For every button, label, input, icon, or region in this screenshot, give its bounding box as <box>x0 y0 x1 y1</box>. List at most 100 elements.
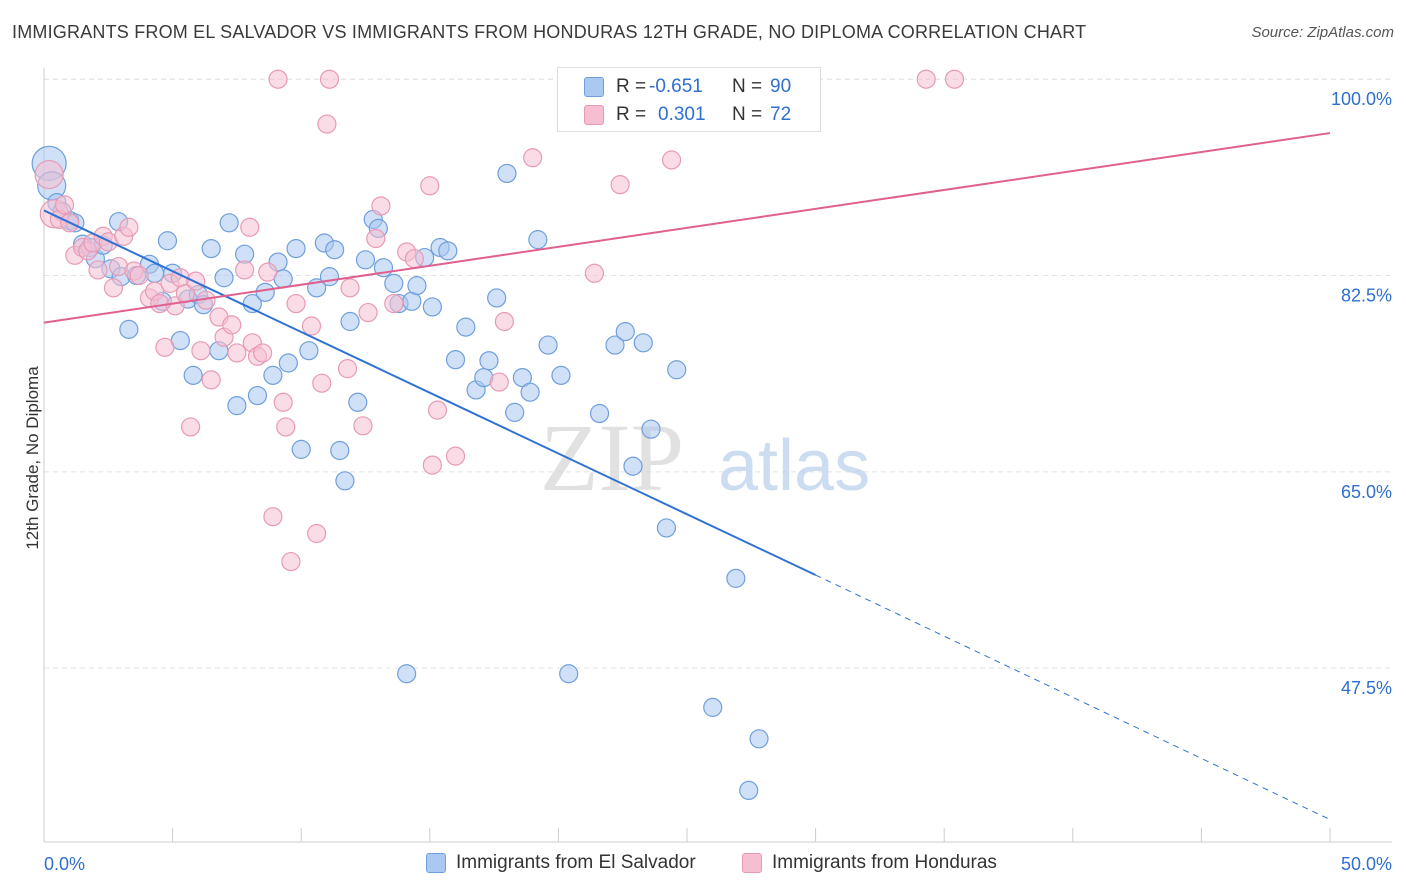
legend-label-honduras: Immigrants from Honduras <box>772 852 997 873</box>
point-honduras <box>88 260 108 280</box>
point-el-salvador <box>183 365 203 385</box>
n-value: 90 <box>770 76 792 97</box>
point-honduras <box>286 293 306 314</box>
point-honduras <box>307 523 327 544</box>
point-el-salvador <box>291 439 311 459</box>
point-honduras <box>263 507 283 527</box>
point-honduras <box>155 337 175 357</box>
n-label: N = <box>732 104 763 125</box>
point-el-salvador <box>335 471 355 491</box>
chart-title: IMMIGRANTS FROM EL SALVADOR VS IMMIGRANT… <box>12 22 1087 42</box>
point-el-salvador <box>551 365 571 385</box>
point-honduras <box>119 217 139 237</box>
point-el-salvador <box>219 213 239 233</box>
point-honduras <box>584 263 605 283</box>
y-tick-label: 47.5% <box>1341 678 1392 698</box>
point-el-salvador <box>299 341 319 361</box>
point-el-salvador <box>330 440 350 461</box>
point-el-salvador <box>456 317 476 337</box>
y-tick-label: 65.0% <box>1341 482 1392 502</box>
y-tick-label: 82.5% <box>1341 286 1392 306</box>
point-honduras <box>371 196 391 216</box>
watermark: ZIP atlas <box>540 404 870 511</box>
point-el-salvador <box>479 351 499 371</box>
point-el-salvador <box>325 240 345 260</box>
point-honduras <box>165 296 185 316</box>
watermark-zip: ZIP <box>540 404 684 511</box>
trend-line-honduras <box>43 132 1331 324</box>
stats-row-honduras: R = 0.301 N = 72 <box>558 100 820 130</box>
point-el-salvador <box>633 333 653 353</box>
legend-item-el-salvador[interactable]: Immigrants from El Salvador <box>426 852 696 874</box>
source-label: Source: ZipAtlas.com <box>1251 24 1394 41</box>
point-el-salvador <box>641 419 661 439</box>
point-el-salvador <box>497 163 517 184</box>
point-el-salvador <box>255 282 275 302</box>
point-honduras <box>523 148 543 168</box>
point-honduras <box>253 343 273 363</box>
point-honduras <box>240 217 260 237</box>
point-honduras <box>222 315 242 335</box>
point-el-salvador <box>263 365 283 385</box>
r-label: R = <box>616 104 647 125</box>
trend-line-el-salvador-projection <box>815 574 1331 821</box>
grid <box>44 78 1392 669</box>
point-honduras <box>129 265 149 286</box>
point-honduras <box>358 302 378 323</box>
bottom-legend: Immigrants from El Salvador Immigrants f… <box>0 852 1406 880</box>
n-value: 72 <box>770 104 792 125</box>
point-honduras <box>227 343 247 363</box>
point-el-salvador <box>528 230 548 250</box>
point-honduras <box>54 195 75 215</box>
point-honduras <box>404 249 424 269</box>
point-el-salvador <box>348 392 368 412</box>
point-honduras <box>427 400 448 420</box>
stats-row-el-salvador: R = -0.651 N = 90 <box>558 72 820 102</box>
point-el-salvador <box>703 697 723 717</box>
point-el-salvador <box>247 385 268 406</box>
point-el-salvador <box>623 456 643 476</box>
r-value: -0.651 <box>649 76 703 97</box>
point-el-salvador <box>615 322 635 342</box>
point-honduras <box>34 159 64 190</box>
stats-legend: R = -0.651 N = 90 R = 0.301 N = 72 <box>557 67 821 132</box>
point-honduras <box>944 69 965 89</box>
point-el-salvador <box>407 276 427 296</box>
point-el-salvador <box>422 297 442 317</box>
point-honduras <box>422 455 442 475</box>
point-honduras <box>181 417 201 437</box>
point-honduras <box>312 373 332 393</box>
points <box>31 69 965 801</box>
point-honduras <box>235 260 255 280</box>
legend-item-honduras[interactable]: Immigrants from Honduras <box>742 852 997 874</box>
x-tick-label: 50.0% <box>1341 854 1392 874</box>
point-el-salvador <box>286 239 306 259</box>
point-el-salvador <box>319 267 340 287</box>
point-honduras <box>494 311 514 332</box>
point-el-salvador <box>749 729 769 749</box>
point-el-salvador <box>438 241 458 261</box>
point-honduras <box>353 416 373 436</box>
legend-swatch-honduras <box>742 853 762 873</box>
point-honduras <box>281 551 301 572</box>
point-honduras <box>301 316 322 336</box>
point-honduras <box>201 370 221 390</box>
legend-label-el-salvador: Immigrants from El Salvador <box>456 852 696 873</box>
trend-line-el-salvador <box>43 209 817 576</box>
watermark-atlas: atlas <box>718 426 870 506</box>
point-el-salvador <box>487 288 507 308</box>
point-el-salvador <box>201 239 221 259</box>
r-value: 0.301 <box>658 104 706 125</box>
point-el-salvador <box>445 350 466 370</box>
point-el-salvador <box>726 568 746 588</box>
tick-labels: 47.5% 65.0% 82.5% 100.0% 0.0% 50.0% <box>44 89 1392 874</box>
point-el-salvador <box>520 382 540 402</box>
x-tick-label: 0.0% <box>44 854 85 874</box>
point-honduras <box>258 262 278 282</box>
point-honduras <box>276 417 296 437</box>
point-honduras <box>916 69 936 89</box>
point-honduras <box>268 69 288 89</box>
swatch-el-salvador <box>584 77 604 97</box>
point-el-salvador <box>605 335 625 355</box>
